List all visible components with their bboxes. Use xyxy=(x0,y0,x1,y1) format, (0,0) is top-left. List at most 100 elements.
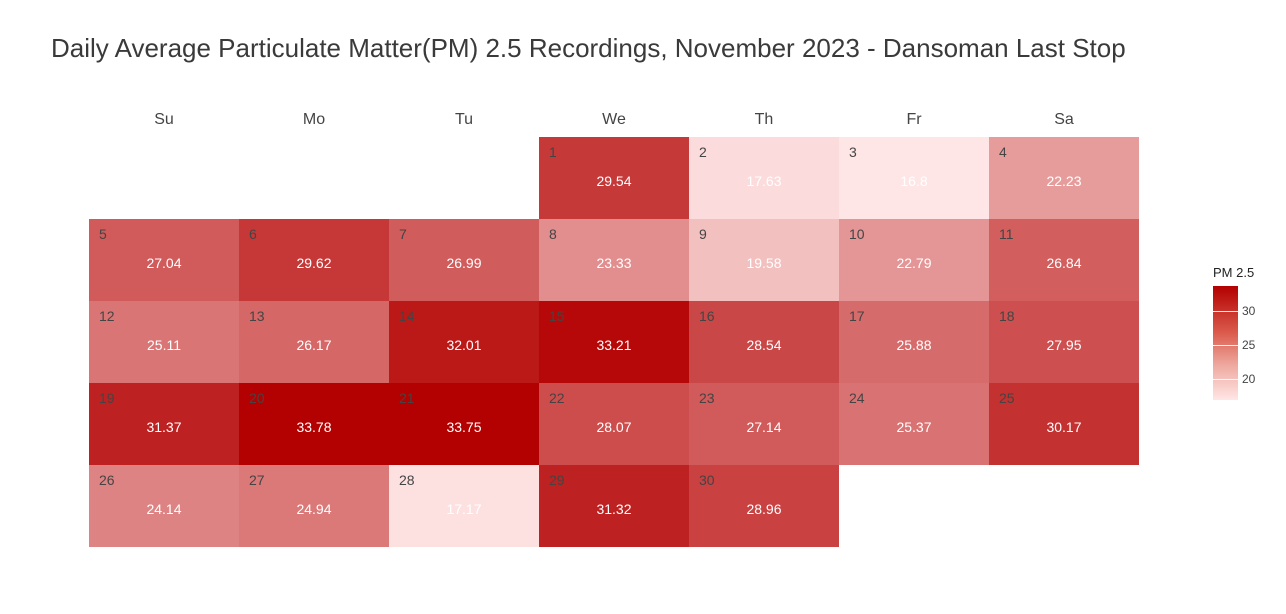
day-number: 14 xyxy=(399,308,415,324)
day-cell xyxy=(839,219,989,301)
day-value-label: 28.96 xyxy=(746,501,781,517)
day-value-label: 31.37 xyxy=(146,419,181,435)
day-cell xyxy=(689,465,839,547)
day-value-label: 25.37 xyxy=(896,419,931,435)
day-number: 24 xyxy=(849,390,865,406)
day-value-label: 30.17 xyxy=(1046,419,1081,435)
day-number: 2 xyxy=(699,144,707,160)
day-cell xyxy=(989,383,1139,465)
day-cell xyxy=(989,137,1139,219)
day-number: 22 xyxy=(549,390,565,406)
day-value-label: 19.58 xyxy=(746,255,781,271)
day-cell xyxy=(239,383,389,465)
day-cell xyxy=(389,383,539,465)
chart-title: Daily Average Particulate Matter(PM) 2.5… xyxy=(51,33,1126,63)
day-cell xyxy=(539,465,689,547)
day-cell xyxy=(689,137,839,219)
day-value-label: 33.78 xyxy=(296,419,331,435)
day-value-label: 16.8 xyxy=(900,173,927,189)
day-value-label: 28.54 xyxy=(746,337,781,353)
day-number: 18 xyxy=(999,308,1015,324)
day-value-label: 27.95 xyxy=(1046,337,1081,353)
legend-color-bar xyxy=(1213,286,1238,400)
day-number: 30 xyxy=(699,472,715,488)
day-cell xyxy=(539,383,689,465)
day-cell xyxy=(239,465,389,547)
day-value-label: 24.14 xyxy=(146,501,181,517)
day-cell xyxy=(839,383,989,465)
day-number: 3 xyxy=(849,144,857,160)
weekday-header: We xyxy=(602,111,626,128)
day-cell xyxy=(539,219,689,301)
weekday-header: Sa xyxy=(1054,111,1074,128)
weekday-header: Su xyxy=(154,111,174,128)
day-cell xyxy=(389,465,539,547)
day-number: 21 xyxy=(399,390,415,406)
day-number: 19 xyxy=(99,390,115,406)
day-number: 25 xyxy=(999,390,1015,406)
day-number: 12 xyxy=(99,308,115,324)
legend-tick-label: 30 xyxy=(1242,304,1256,319)
day-cell xyxy=(989,301,1139,383)
day-cell xyxy=(389,301,539,383)
day-cell xyxy=(539,137,689,219)
day-number: 28 xyxy=(399,472,415,488)
day-value-label: 28.07 xyxy=(596,419,631,435)
day-number: 27 xyxy=(249,472,265,488)
weekday-header: Th xyxy=(755,111,774,128)
day-number: 1 xyxy=(549,144,557,160)
day-value-label: 25.88 xyxy=(896,337,931,353)
day-value-label: 33.21 xyxy=(596,337,631,353)
weekday-header: Tu xyxy=(455,111,473,128)
day-number: 16 xyxy=(699,308,715,324)
day-number: 29 xyxy=(549,472,565,488)
day-value-label: 26.99 xyxy=(446,255,481,271)
day-number: 15 xyxy=(549,308,565,324)
day-cell xyxy=(239,219,389,301)
day-cell xyxy=(89,301,239,383)
day-number: 17 xyxy=(849,308,865,324)
day-value-label: 25.11 xyxy=(147,337,181,353)
day-number: 26 xyxy=(99,472,115,488)
day-cell xyxy=(839,301,989,383)
day-number: 5 xyxy=(99,226,107,242)
day-value-label: 17.17 xyxy=(446,501,481,517)
legend-tick-label: 20 xyxy=(1242,371,1256,386)
legend-tick-mark xyxy=(1213,378,1238,380)
day-number: 23 xyxy=(699,390,715,406)
day-value-label: 23.33 xyxy=(596,255,631,271)
day-value-label: 29.54 xyxy=(596,173,631,189)
day-number: 11 xyxy=(999,226,1014,242)
day-cell xyxy=(239,301,389,383)
day-value-label: 26.84 xyxy=(1046,255,1081,271)
legend-tick-mark xyxy=(1213,311,1238,313)
weekday-header: Mo xyxy=(303,111,325,128)
day-value-label: 22.23 xyxy=(1046,173,1081,189)
day-number: 7 xyxy=(399,226,407,242)
day-cell xyxy=(539,301,689,383)
day-number: 20 xyxy=(249,390,265,406)
day-value-label: 32.01 xyxy=(446,337,481,353)
legend-title: PM 2.5 xyxy=(1213,265,1255,280)
day-cell xyxy=(689,301,839,383)
day-value-label: 22.79 xyxy=(896,255,931,271)
day-cell xyxy=(689,383,839,465)
day-number: 6 xyxy=(249,226,257,242)
legend-tick-label: 25 xyxy=(1242,337,1256,352)
day-number: 8 xyxy=(549,226,557,242)
day-value-label: 31.32 xyxy=(596,501,631,517)
day-cell xyxy=(989,219,1139,301)
day-number: 9 xyxy=(699,226,707,242)
day-number: 4 xyxy=(999,144,1007,160)
day-cell xyxy=(839,137,989,219)
day-number: 10 xyxy=(849,226,865,242)
day-value-label: 29.62 xyxy=(296,255,331,271)
day-cell xyxy=(389,219,539,301)
day-number: 13 xyxy=(249,308,265,324)
day-cell xyxy=(89,219,239,301)
day-cell xyxy=(89,465,239,547)
legend-tick-mark xyxy=(1213,344,1238,346)
day-cell xyxy=(89,383,239,465)
day-value-label: 24.94 xyxy=(296,501,331,517)
